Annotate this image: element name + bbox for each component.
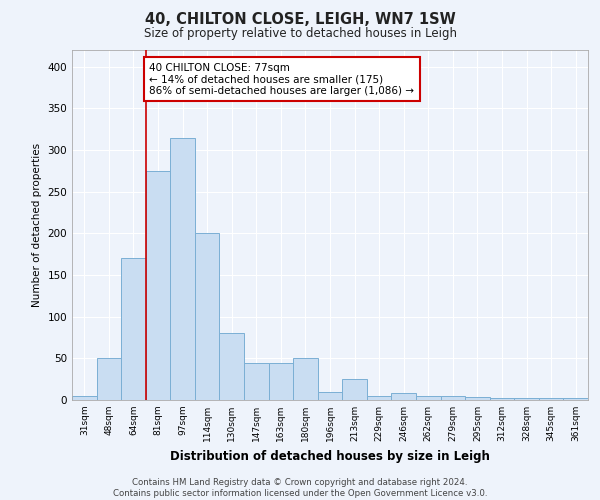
Bar (391, 394, 416, 400)
Bar (563, 398, 588, 400)
Text: Contains HM Land Registry data © Crown copyright and database right 2024.
Contai: Contains HM Land Registry data © Crown c… (113, 478, 487, 498)
Bar (490, 398, 514, 400)
Y-axis label: Number of detached properties: Number of detached properties (32, 143, 42, 307)
Bar (269, 362, 293, 400)
Bar (244, 362, 269, 400)
Bar (97, 358, 121, 400)
Bar (367, 396, 391, 400)
Bar (121, 258, 146, 400)
Bar (195, 234, 220, 400)
Bar (416, 396, 440, 400)
Bar (72, 396, 97, 400)
Bar (170, 138, 195, 400)
Bar (220, 334, 244, 400)
Bar (465, 396, 490, 400)
Text: Size of property relative to detached houses in Leigh: Size of property relative to detached ho… (143, 28, 457, 40)
Bar (539, 398, 563, 400)
Text: 40 CHILTON CLOSE: 77sqm
← 14% of detached houses are smaller (175)
86% of semi-d: 40 CHILTON CLOSE: 77sqm ← 14% of detache… (149, 62, 415, 96)
Bar (146, 171, 170, 400)
Bar (318, 392, 342, 400)
X-axis label: Distribution of detached houses by size in Leigh: Distribution of detached houses by size … (170, 450, 490, 462)
Bar (342, 379, 367, 400)
Bar (440, 396, 465, 400)
Bar (293, 358, 318, 400)
Bar (514, 398, 539, 400)
Text: 40, CHILTON CLOSE, LEIGH, WN7 1SW: 40, CHILTON CLOSE, LEIGH, WN7 1SW (145, 12, 455, 28)
